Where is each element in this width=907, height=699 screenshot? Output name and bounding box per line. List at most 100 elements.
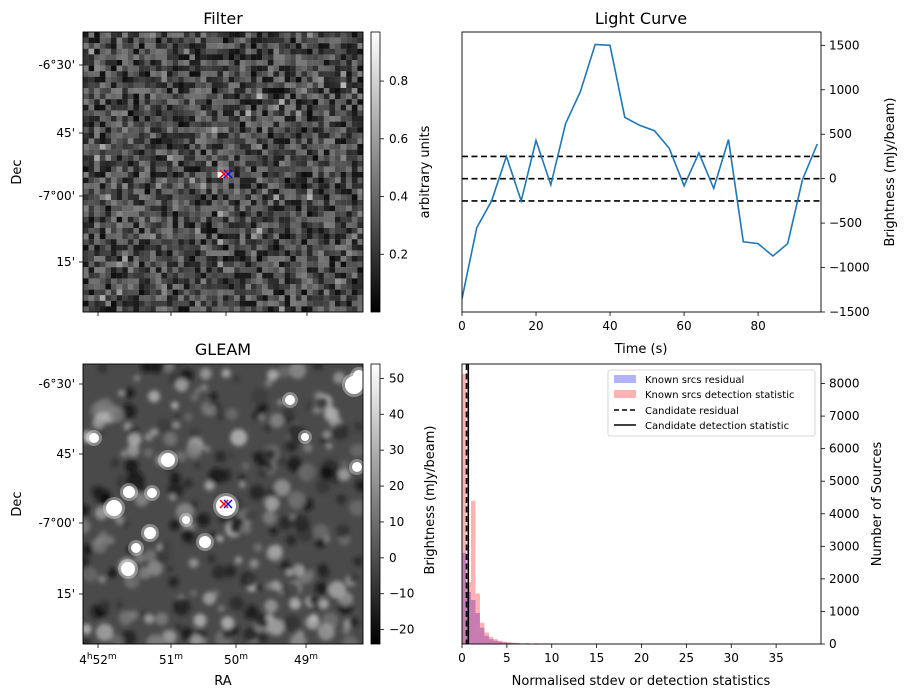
histogram-bar xyxy=(502,642,507,644)
gleam-source xyxy=(106,500,122,516)
gleam-ytick-label: -7°00' xyxy=(38,516,75,530)
gleam-image xyxy=(83,364,363,644)
histogram-ytick-label: 6000 xyxy=(829,442,860,456)
light-curve-title: Light Curve xyxy=(595,9,687,28)
filter-colorbar-ticks: 0.2 0.4 0.6 0.8 xyxy=(380,74,408,261)
histogram-bar xyxy=(511,643,516,644)
histogram-ytick-label: 3000 xyxy=(829,539,860,553)
histogram-bar xyxy=(484,635,489,644)
gleam-source xyxy=(285,395,295,405)
histogram-xtick-label: 10 xyxy=(544,651,559,665)
histogram-xtick-label: 20 xyxy=(634,651,649,665)
gleam-colorbar-tick-label: 30 xyxy=(389,443,404,457)
filter-panel: Filter -6°30'45'-7°00'15' Dec 0.20.40.60… xyxy=(10,9,433,316)
filter-ytick-label: -7°00' xyxy=(38,189,75,203)
gleam-colorbar-tick-label: −10 xyxy=(389,587,414,601)
gleam-xtick-value: 4 xyxy=(79,653,87,667)
gleam-xtick-label: 49m xyxy=(294,652,318,667)
gleam-colorbar-label: Brightness (mJy/beam) xyxy=(423,426,438,575)
histogram-xtick-label: 35 xyxy=(768,651,783,665)
gleam-xtick-value: 49 xyxy=(294,653,309,667)
filter-ytick-label: 15' xyxy=(56,255,75,269)
filter-colorbar-tick-label: 0.8 xyxy=(389,74,408,88)
filter-ylabel: Dec xyxy=(10,159,25,184)
histogram-bar xyxy=(488,639,494,644)
histogram-ytick-label: 7000 xyxy=(829,409,860,423)
light-curve-xtick-label: 80 xyxy=(750,319,765,333)
gleam-xtick-unit: m xyxy=(174,652,183,662)
histogram-legend: Known srcs residual Known srcs detection… xyxy=(607,369,816,437)
gleam-marker-red xyxy=(219,499,229,509)
histogram-ytick-label: 1000 xyxy=(829,604,860,618)
gleam-xtick-unit: m xyxy=(239,652,248,662)
gleam-xtick-label: 51m xyxy=(159,652,183,667)
light-curve-xtick-label: 20 xyxy=(528,319,543,333)
filter-colorbar-tick-label: 0.4 xyxy=(389,190,408,204)
light-curve-frame xyxy=(461,31,822,313)
light-curve-ytick-label: 1500 xyxy=(829,38,860,52)
gleam-source xyxy=(161,453,175,467)
histogram-bar xyxy=(462,373,467,644)
gleam-title: GLEAM xyxy=(195,340,251,359)
filter-colorbar-tick-label: 0.6 xyxy=(389,132,408,146)
histogram-xtick-label: 5 xyxy=(503,651,511,665)
gleam-source xyxy=(353,370,363,382)
histogram-ytick-label: 8000 xyxy=(829,377,860,391)
filter-ytick-label: -6°30' xyxy=(38,58,75,72)
gleam-xtick-value: 52 xyxy=(93,653,108,667)
histogram-bar xyxy=(470,500,476,644)
filter-colorbar xyxy=(370,31,381,313)
legend-label-candidate-residual: Candidate residual xyxy=(645,406,739,417)
legend-label-candidate-detection: Candidate detection statistic xyxy=(645,421,789,432)
gleam-xlabel: RA xyxy=(214,674,232,689)
filter-title: Filter xyxy=(203,9,243,28)
filter-ytick-label: 45' xyxy=(56,126,75,140)
gleam-panel: GLEAM -6°30'45'-7°00'15'4h52m 51m 50m 49m D… xyxy=(10,340,438,689)
histogram-xtick-label: 25 xyxy=(679,651,694,665)
gleam-xtick-unit: h xyxy=(87,652,93,662)
filter-source-pixel xyxy=(217,172,224,178)
gleam-xtick-label: 50m xyxy=(224,652,248,667)
filter-colorbar-label: arbitrary units xyxy=(418,125,433,218)
gleam-axes: -6°30'45'-7°00'15'4h52m 51m 50m 49m xyxy=(38,363,364,667)
histogram-axes: 0 5 10 15 20 25 30 35 0 1000 2000 3000 4000 5000 6000 7… xyxy=(458,377,859,665)
histogram-bar xyxy=(497,640,503,644)
light-curve-xtick-label: 60 xyxy=(676,319,691,333)
histogram-xtick-label: 0 xyxy=(458,651,466,665)
histogram-bar xyxy=(488,636,494,644)
gleam-ytick-label: -6°30' xyxy=(38,377,75,391)
legend-swatch-detection xyxy=(614,390,636,398)
gleam-colorbar-tick-label: 10 xyxy=(389,515,404,529)
gleam-ytick-label: 45' xyxy=(56,447,75,461)
gleam-source xyxy=(301,433,309,441)
filter-source-pixel xyxy=(211,172,218,178)
histogram-ylabel: Number of Sources xyxy=(870,442,885,567)
light-curve-ytick-label: −500 xyxy=(829,216,862,230)
gleam-source xyxy=(352,462,362,472)
gleam-colorbar-tick-label: −20 xyxy=(389,623,414,637)
gleam-xtick-value: 51 xyxy=(159,653,174,667)
gleam-colorbar xyxy=(370,363,381,645)
histogram-bar xyxy=(479,622,485,644)
histogram-bar xyxy=(462,552,467,644)
light-curve-panel: Light Curve 0 20 40 60 80 −1500 −1000 −500 0 500 1… xyxy=(458,9,898,357)
filter-source-pixel xyxy=(217,166,224,173)
histogram-bar xyxy=(493,639,498,644)
filter-colorbar-tick-label: 0.2 xyxy=(389,247,408,261)
light-curve-xtick-label: 0 xyxy=(458,319,466,333)
histogram-bar xyxy=(475,613,480,644)
light-curve-ytick-label: −1500 xyxy=(829,305,870,319)
gleam-colorbar-tick-label: 20 xyxy=(389,479,404,493)
gleam-colorbar-tick-label: 40 xyxy=(389,407,404,421)
histogram-bar xyxy=(493,640,498,644)
legend-label-detection: Known srcs detection statistic xyxy=(645,390,794,401)
gleam-source xyxy=(182,516,190,524)
gleam-source xyxy=(121,562,135,576)
filter-axes: -6°30' 45' -7°00' 15' xyxy=(38,31,364,316)
gleam-frame xyxy=(82,363,364,645)
histogram-xlabel: Normalised stdev or detection statistics xyxy=(512,674,771,689)
filter-source-pixel xyxy=(223,166,229,173)
histogram-panel: 0 5 10 15 20 25 30 35 0 1000 2000 3000 4000 5000 6000 7… xyxy=(458,363,885,689)
histogram-bar xyxy=(484,632,489,644)
gleam-xtick-unit: m xyxy=(309,652,318,662)
